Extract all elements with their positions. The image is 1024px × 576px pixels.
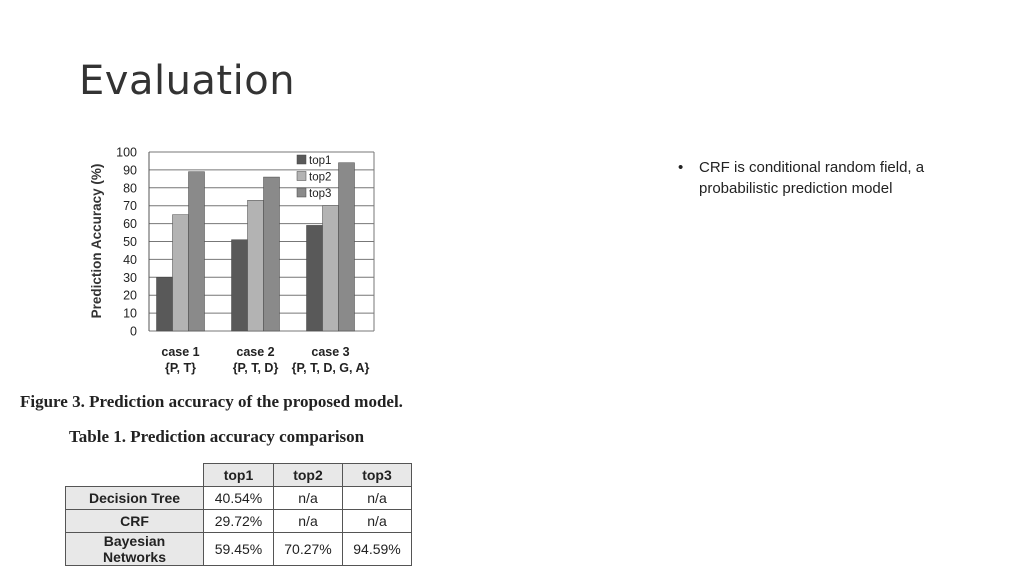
table-cell: 40.54% [203,486,274,510]
figure-caption: Figure 3. Prediction accuracy of the pro… [20,392,403,411]
table-header-top1: top1 [203,463,274,487]
chart-axes [148,152,375,331]
legend-swatch-top1 [296,154,307,165]
table-corner-cell [65,463,204,487]
y-tick-label: 10 [123,307,137,321]
chart-legend: top1 top2 top3 [296,154,331,200]
legend-label-top2: top2 [309,172,331,184]
table-cell: 29.72% [203,509,274,533]
bullet-list: • CRF is conditional random field, a pro… [678,157,978,199]
table-row: Decision Tree 40.54% n/a n/a [65,486,412,510]
y-tick-label: 20 [123,289,137,303]
table-header-top3: top3 [342,463,412,487]
legend-label-top3: top3 [309,188,331,200]
legend-label-top1: top1 [309,155,331,167]
bullet-item: • CRF is conditional random field, a pro… [678,157,978,199]
table-header-top2: top2 [273,463,343,487]
bar-top2-2 [247,200,264,332]
x-category-label: {P, T} [165,361,196,375]
accuracy-comparison-table: top1 top2 top3 Decision Tree 40.54% n/a … [65,463,412,566]
table-cell: n/a [273,509,343,533]
bar-top1-2 [231,239,248,332]
table-row-label: Decision Tree [65,486,204,510]
table-row: CRF 29.72% n/a n/a [65,509,412,533]
bar-top3-1 [188,171,205,332]
y-tick-label: 60 [123,217,137,231]
legend-swatch-top3 [296,187,307,198]
bullet-text: CRF is conditional random field, a proba… [699,159,925,197]
x-category-label: case 3 [311,345,349,359]
chart-tick-labels: 0 10 20 30 40 50 60 70 80 90 100 [116,146,137,339]
table-caption: Table 1. Prediction accuracy comparison [69,427,365,446]
bar-top2-3 [322,205,339,332]
y-tick-label: 40 [123,253,137,267]
bar-top1-1 [156,277,173,332]
y-tick-label: 50 [123,235,137,249]
y-axis-label: Prediction Accuracy (%) [89,164,104,319]
y-tick-label: 30 [123,271,137,285]
bar-top3-3 [338,162,355,332]
table-cell: n/a [273,486,343,510]
table-cell: 59.45% [203,532,274,566]
chart-bars [156,162,355,332]
table-cell: n/a [342,509,412,533]
y-tick-label: 90 [123,163,137,177]
bar-top1-3 [306,225,323,332]
x-category-label: case 2 [236,345,274,359]
bar-top2-1 [172,214,189,332]
x-category-label: {P, T, D} [233,361,279,375]
x-category-label: case 1 [161,345,199,359]
table-cell: 70.27% [273,532,343,566]
y-tick-label: 0 [130,325,137,339]
table-header-row: top1 top2 top3 [65,463,412,487]
slide-title: Evaluation [79,58,296,104]
table-cell: n/a [342,486,412,510]
table-cell: 94.59% [342,532,412,566]
y-tick-label: 100 [116,146,137,160]
y-tick-label: 70 [123,199,137,213]
legend-swatch-top2 [296,171,307,181]
bullet-dot-icon: • [678,159,684,176]
table-row: Bayesian Networks 59.45% 70.27% 94.59% [65,532,412,566]
chart-category-labels: case 1 {P, T} case 2 {P, T, D} case 3 {P, T, … [161,345,369,375]
x-category-label: {P, T, D, G, A} [292,361,370,375]
bar-top3-2 [263,176,280,332]
table-row-label: Bayesian Networks [65,532,204,566]
table-row-label: CRF [65,509,204,533]
y-tick-label: 80 [123,181,137,195]
